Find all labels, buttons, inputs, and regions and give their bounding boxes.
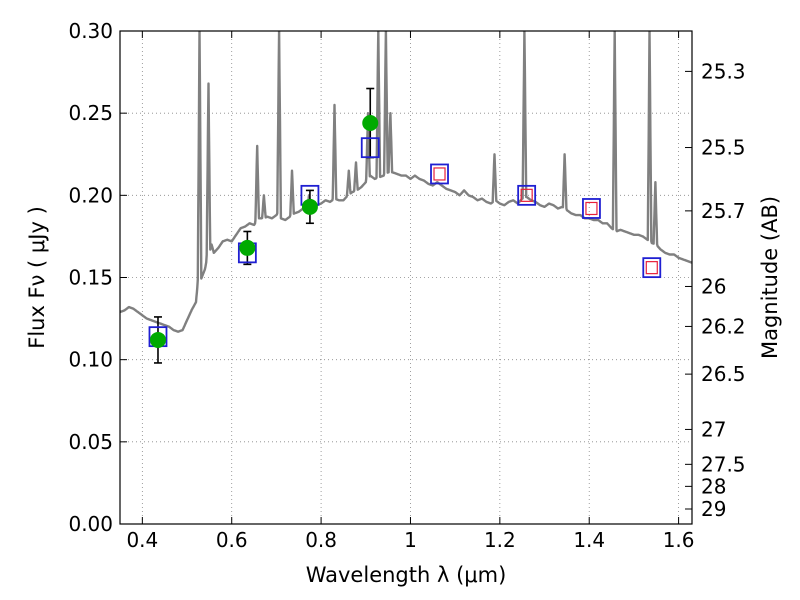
y-tick-label: 0.00 (68, 512, 113, 536)
observed-point (149, 331, 166, 348)
plot-frame (119, 30, 693, 525)
y2-tick-label: 25.7 (701, 199, 746, 223)
observed-point (362, 115, 379, 132)
y-tick-label: 0.15 (68, 266, 113, 290)
y2-tick-label: 27.5 (701, 452, 746, 476)
model-point (430, 163, 449, 185)
y2-tick-label: 25.3 (701, 59, 746, 83)
y2-tick-label: 29 (701, 497, 726, 521)
y2-tick-label: 25.5 (701, 136, 746, 160)
y-tick-label: 0.05 (68, 430, 113, 454)
y-tick-label: 0.20 (68, 183, 113, 207)
x-tick-label: 1.6 (663, 528, 695, 552)
y-tick-label: 0.10 (68, 348, 113, 372)
model-point (582, 198, 601, 219)
x-tick-label: 1 (404, 528, 417, 552)
y2-tick-label: 26 (701, 274, 726, 298)
model-point-inner (645, 261, 658, 275)
spectrum-line (120, 31, 692, 333)
x-axis-title: Wavelength λ (μm) (306, 563, 507, 587)
y-tick-label: 0.30 (68, 19, 113, 43)
x-tick-label: 0.8 (305, 528, 337, 552)
model-point-inner (585, 201, 598, 216)
x-tick-label: 1.4 (573, 528, 605, 552)
model-point-inner (433, 167, 446, 181)
y2-tick-label: 26.5 (701, 362, 746, 386)
observed-point (239, 239, 256, 256)
y2-tick-label: 27 (701, 417, 726, 441)
y2-axis-title: Magnitude (AB) (758, 196, 782, 359)
x-tick-label: 1.2 (484, 528, 516, 552)
y2-tick-label: 26.2 (701, 314, 746, 338)
model-series (148, 137, 662, 348)
x-tick-label: 0.4 (126, 528, 158, 552)
observed-series (149, 115, 379, 348)
model-point-inner (520, 188, 533, 202)
x-tick-label: 0.6 (216, 528, 248, 552)
grid (120, 30, 692, 525)
y2-tick-label: 28 (701, 474, 726, 498)
y-tick-label: 0.25 (68, 101, 113, 125)
model-point (517, 184, 537, 206)
model-point (360, 137, 380, 159)
model-point (642, 257, 662, 279)
y-axis-title: Flux Fν ( μJy ) (25, 206, 49, 349)
axis-ticks: 0.4 0.6 0.8 1 1.2 1.4 1.6 0.00 0.05 0.10 0.15 0.20 0… (68, 19, 745, 552)
observed-point (301, 198, 318, 215)
spectrum-series (120, 31, 692, 333)
